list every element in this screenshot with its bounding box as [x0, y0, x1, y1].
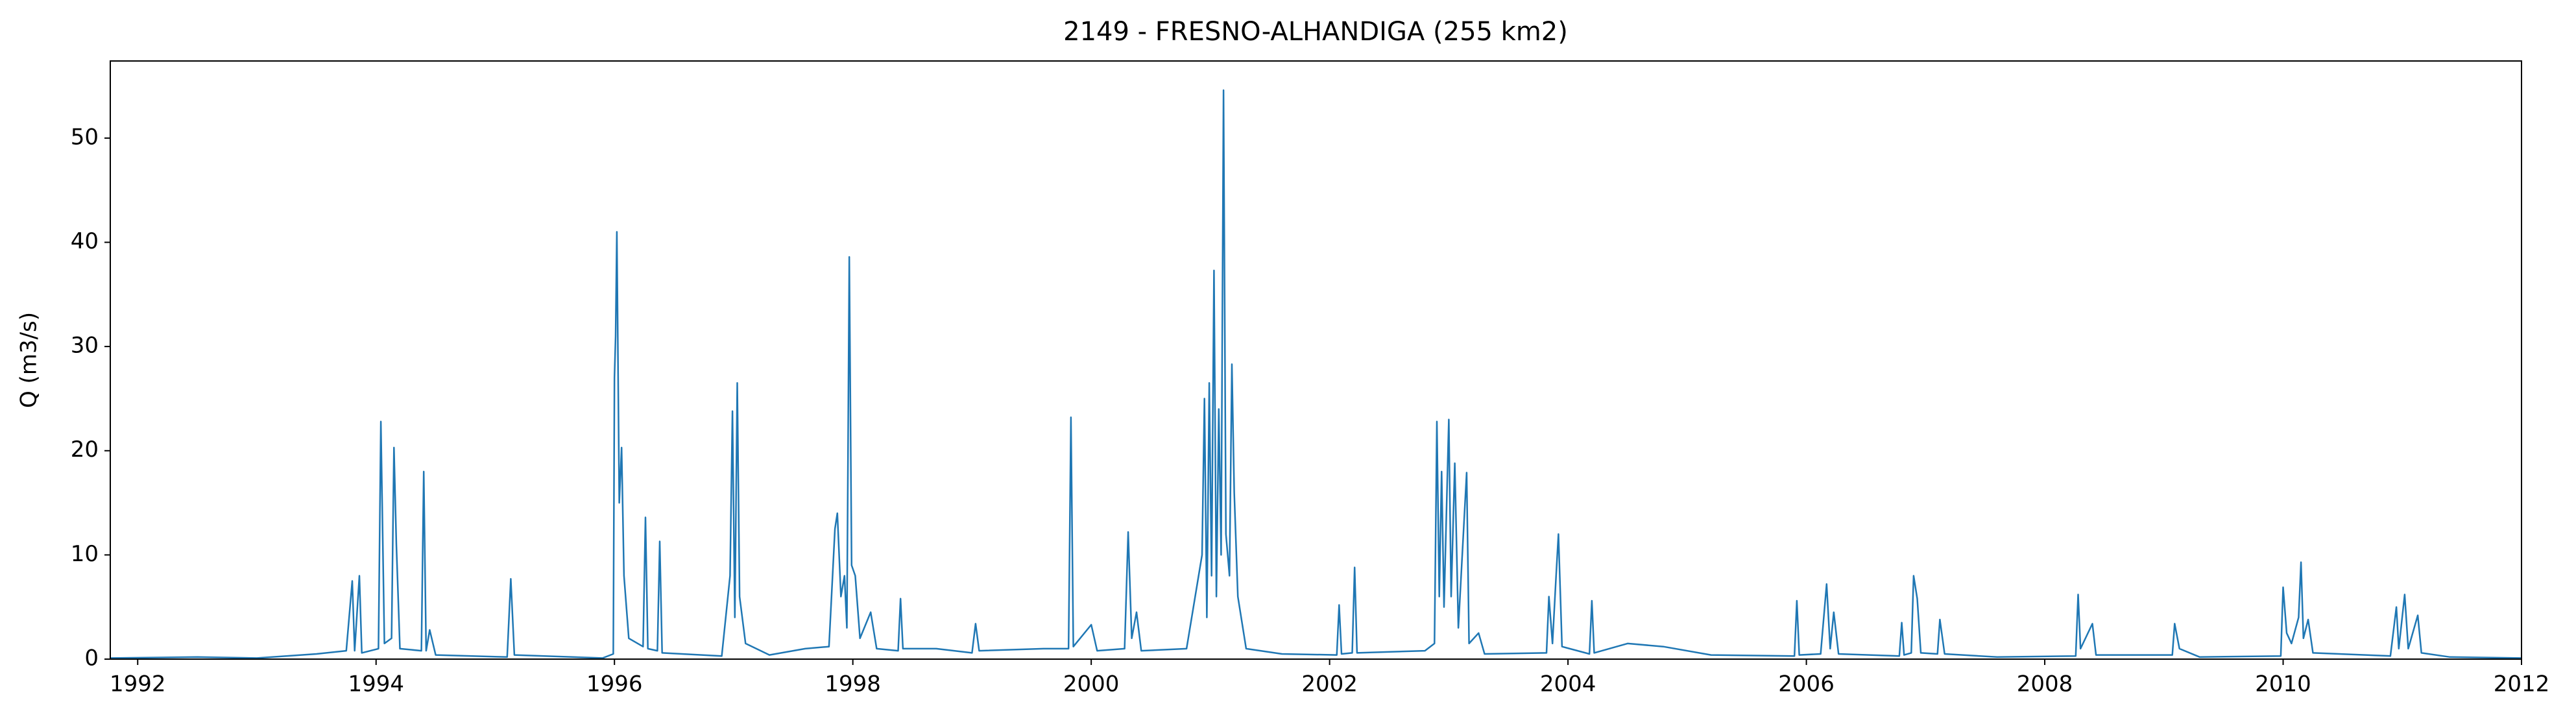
y-axis-label: Q (m3/s) — [16, 312, 42, 408]
chart-title: 2149 - FRESNO-ALHANDIGA (255 km2) — [1063, 17, 1568, 47]
y-tick-label: 50 — [71, 124, 99, 150]
x-tick-label: 1998 — [825, 671, 881, 697]
x-tick-label: 2008 — [2017, 671, 2073, 697]
x-tick-label: 2004 — [1540, 671, 1596, 697]
y-tick-label: 20 — [71, 437, 99, 463]
data-line — [110, 89, 2522, 659]
x-tick-label: 2000 — [1063, 671, 1120, 697]
x-tick-label: 2012 — [2494, 671, 2550, 697]
x-tick-label: 2006 — [1778, 671, 1835, 697]
plot-frame — [110, 60, 2522, 660]
x-tick-label: 2010 — [2255, 671, 2311, 697]
x-tick-label: 1996 — [586, 671, 643, 697]
x-tick-label: 1994 — [348, 671, 404, 697]
y-tick-label: 40 — [71, 228, 99, 254]
y-tick-label: 30 — [71, 333, 99, 359]
x-tick-label: 2002 — [1301, 671, 1358, 697]
y-tick-label: 0 — [84, 646, 99, 671]
x-tick-label: 1992 — [110, 671, 166, 697]
y-tick-label: 10 — [71, 541, 99, 567]
